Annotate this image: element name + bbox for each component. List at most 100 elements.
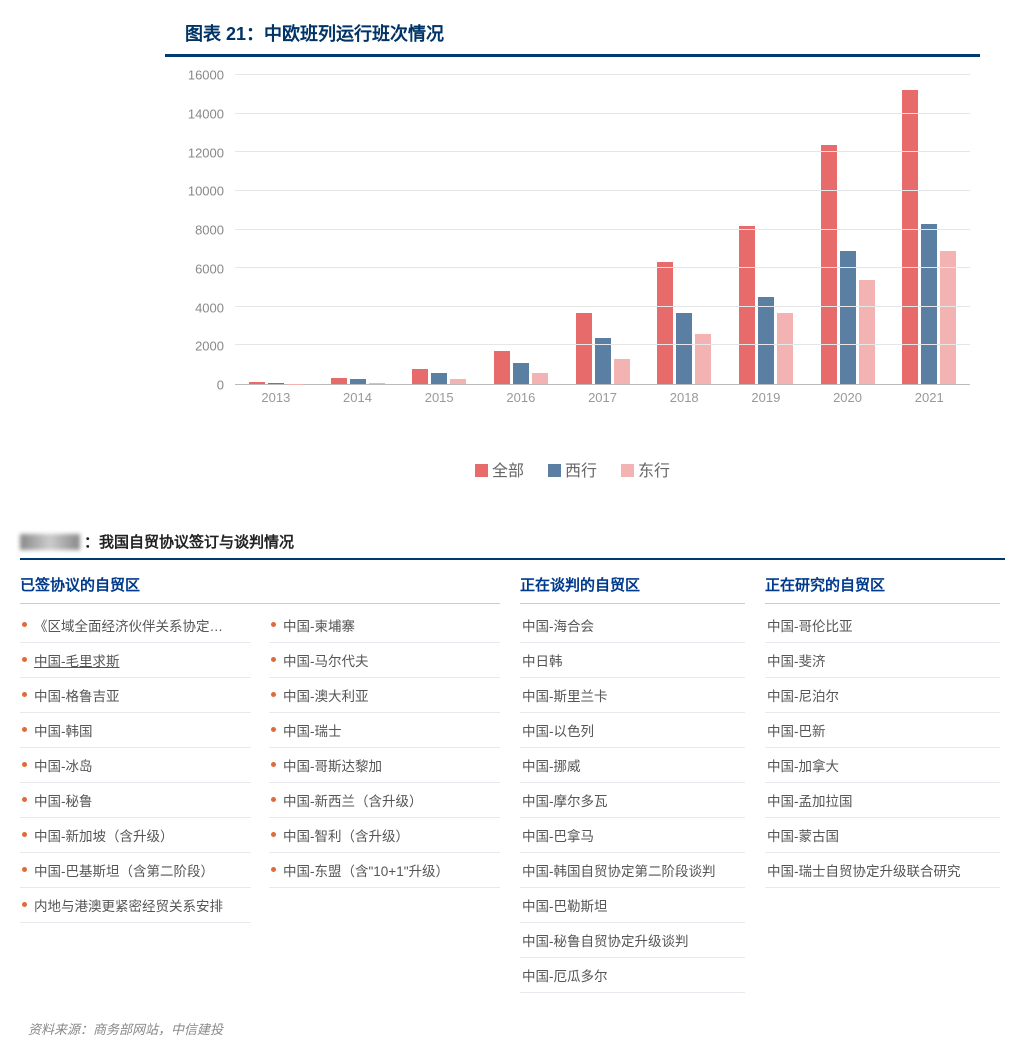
column-studying: 正在研究的自贸区 中国-哥伦比亚中国-斐济中国-尼泊尔中国-巴新中国-加拿大中国… [765, 574, 1000, 993]
chart-legend: 全部 西行 东行 [165, 457, 980, 481]
bar [431, 373, 447, 384]
table-title: ：我国自贸协议签订与谈判情况 [20, 531, 1005, 552]
y-tick: 6000 [195, 261, 224, 276]
x-tick: 2020 [807, 384, 889, 405]
list-item: 中国-斯里兰卡 [520, 678, 745, 713]
list-item: 中国-瑞士 [269, 713, 500, 748]
bar-group: 2019 [725, 75, 807, 384]
legend-item: 西行 [548, 463, 597, 480]
gridline [235, 267, 970, 268]
chart-title-rule [165, 54, 980, 57]
bar-group: 2015 [398, 75, 480, 384]
x-tick: 2013 [235, 384, 317, 405]
plot-area: 201320142015201620172018201920202021 [235, 75, 970, 385]
list-item: 中国-柬埔寨 [269, 608, 500, 643]
x-tick: 2015 [398, 384, 480, 405]
bar [614, 359, 630, 384]
column-header-signed: 已签协议的自贸区 [20, 574, 500, 604]
bar [412, 369, 428, 384]
x-tick: 2014 [317, 384, 399, 405]
bar [494, 351, 510, 384]
bar [657, 262, 673, 384]
y-tick: 8000 [195, 223, 224, 238]
list-item: 中国-哥伦比亚 [765, 608, 1000, 643]
bar-group: 2018 [643, 75, 725, 384]
list-item: 中国-巴基斯坦（含第二阶段） [20, 853, 251, 888]
bar-group: 2020 [807, 75, 889, 384]
legend-swatch [475, 464, 488, 477]
table-rule [20, 558, 1005, 560]
chart-section: 图表 21：中欧班列运行班次情况 0 2000 4000 6000 8000 10000 1… [15, 20, 1010, 501]
bar-group: 2017 [562, 75, 644, 384]
y-tick: 12000 [188, 145, 224, 160]
table-title-text: ：我国自贸协议签订与谈判情况 [84, 534, 294, 551]
list-item: 中国-孟加拉国 [765, 783, 1000, 818]
column-signed: 已签协议的自贸区 《区域全面经济伙伴关系协定…中国-毛里求斯中国-格鲁吉亚中国-… [20, 574, 500, 993]
bar-group: 2016 [480, 75, 562, 384]
list-item: 中国-哥斯达黎加 [269, 748, 500, 783]
legend-swatch [548, 464, 561, 477]
bar [902, 90, 918, 384]
table-section: ：我国自贸协议签订与谈判情况 已签协议的自贸区 《区域全面经济伙伴关系协定…中国… [15, 531, 1010, 1038]
list-item: 中国-以色列 [520, 713, 745, 748]
list-item: 中国-巴勒斯坦 [520, 888, 745, 923]
bar [576, 313, 592, 384]
list-item: 中国-格鲁吉亚 [20, 678, 251, 713]
bar [513, 363, 529, 384]
gridline [235, 229, 970, 230]
list-item: 中国-加拿大 [765, 748, 1000, 783]
bars-row: 201320142015201620172018201920202021 [235, 75, 970, 384]
bar [676, 313, 692, 384]
list-item: 中国-冰岛 [20, 748, 251, 783]
list-item: 中国-韩国自贸协定第二阶段谈判 [520, 853, 745, 888]
list-item: 中国-澳大利亚 [269, 678, 500, 713]
bar [859, 280, 875, 384]
y-tick: 4000 [195, 300, 224, 315]
signed-right-list: 中国-柬埔寨中国-马尔代夫中国-澳大利亚中国-瑞士中国-哥斯达黎加中国-新西兰（… [269, 608, 500, 923]
list-item: 中国-韩国 [20, 713, 251, 748]
bar-group: 2021 [888, 75, 970, 384]
list-item: 中国-秘鲁自贸协定升级谈判 [520, 923, 745, 958]
column-header-studying: 正在研究的自贸区 [765, 574, 1000, 604]
bar [532, 373, 548, 384]
y-tick: 0 [217, 378, 224, 393]
chart-title: 图表 21：中欧班列运行班次情况 [185, 20, 980, 46]
list-item: 中国-厄瓜多尔 [520, 958, 745, 993]
bar [695, 334, 711, 384]
x-tick: 2018 [643, 384, 725, 405]
list-item: 中国-海合会 [520, 608, 745, 643]
list-item: 《区域全面经济伙伴关系协定… [20, 608, 251, 643]
x-tick: 2021 [888, 384, 970, 405]
y-tick: 2000 [195, 339, 224, 354]
legend-item: 东行 [621, 463, 670, 480]
y-tick: 14000 [188, 106, 224, 121]
x-tick: 2017 [562, 384, 644, 405]
y-tick: 16000 [188, 68, 224, 83]
negotiating-list: 中国-海合会中日韩中国-斯里兰卡中国-以色列中国-挪威中国-摩尔多瓦中国-巴拿马… [520, 608, 745, 993]
table-columns: 已签协议的自贸区 《区域全面经济伙伴关系协定…中国-毛里求斯中国-格鲁吉亚中国-… [20, 574, 1005, 993]
studying-list: 中国-哥伦比亚中国-斐济中国-尼泊尔中国-巴新中国-加拿大中国-孟加拉国中国-蒙… [765, 608, 1000, 888]
gridline [235, 74, 970, 75]
gridline [235, 344, 970, 345]
list-item: 中国-巴拿马 [520, 818, 745, 853]
list-item: 中国-尼泊尔 [765, 678, 1000, 713]
list-item: 内地与港澳更紧密经贸关系安排 [20, 888, 251, 923]
list-item: 中国-挪威 [520, 748, 745, 783]
list-item: 中国-巴新 [765, 713, 1000, 748]
list-item: 中国-毛里求斯 [20, 643, 251, 678]
list-item: 中国-瑞士自贸协定升级联合研究 [765, 853, 1000, 888]
y-tick: 10000 [188, 184, 224, 199]
bar [940, 251, 956, 384]
obscured-label [20, 534, 80, 550]
signed-two-sub: 《区域全面经济伙伴关系协定…中国-毛里求斯中国-格鲁吉亚中国-韩国中国-冰岛中国… [20, 608, 500, 923]
list-item: 中国-蒙古国 [765, 818, 1000, 853]
legend-item: 全部 [475, 463, 524, 480]
column-header-negotiating: 正在谈判的自贸区 [520, 574, 745, 604]
bar [821, 145, 837, 384]
list-item: 中国-新西兰（含升级） [269, 783, 500, 818]
source-note: 资料来源：商务部网站，中信建投 [20, 1019, 1005, 1038]
bar-group: 2014 [317, 75, 399, 384]
y-axis: 0200040006000800010000120001400016000 [175, 75, 230, 385]
list-item: 中国-秘鲁 [20, 783, 251, 818]
list-item: 中国-摩尔多瓦 [520, 783, 745, 818]
